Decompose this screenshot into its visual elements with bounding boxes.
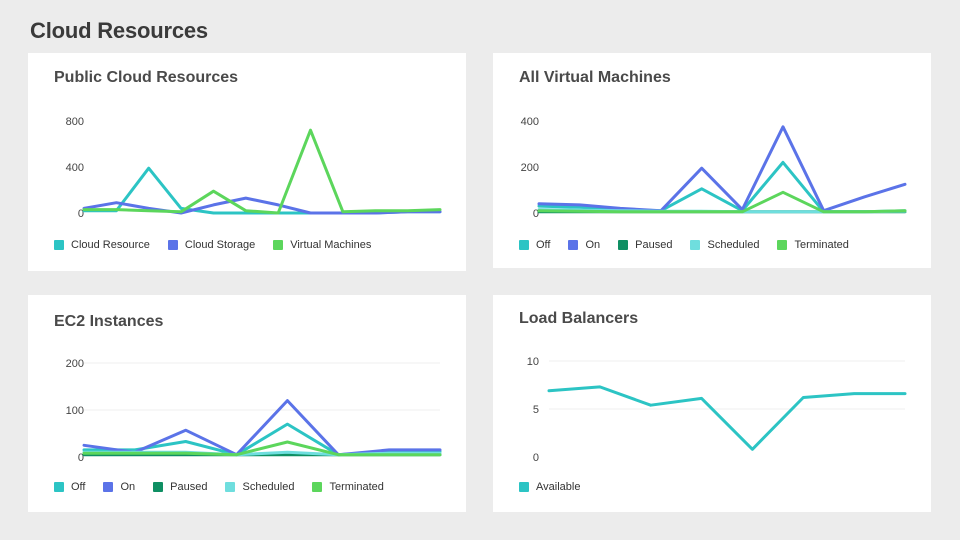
legend-swatch [153, 482, 164, 492]
legend-label: Paused [635, 239, 673, 251]
legend-item-terminated[interactable]: Terminated [777, 239, 849, 251]
legend-swatch [225, 482, 236, 492]
y-tick-label: 200 [521, 162, 539, 174]
legend-item-on[interactable]: On [103, 481, 135, 493]
legend-label: Terminated [794, 239, 849, 251]
y-tick-label: 0 [533, 452, 539, 464]
chart-legend: Cloud Resource Cloud Storage Virtual Machi… [54, 239, 389, 251]
legend-swatch [568, 240, 579, 250]
y-tick-label: 400 [66, 162, 84, 174]
chart-legend: Off On Paused Scheduled Terminated [54, 481, 402, 493]
card-title: All Virtual Machines [519, 69, 671, 86]
legend-label: On [120, 481, 136, 493]
legend-swatch [167, 240, 178, 250]
y-tick-label: 10 [527, 356, 539, 368]
legend-item-off[interactable]: Off [519, 239, 550, 251]
legend-label: Available [536, 481, 581, 493]
y-tick-label: 5 [533, 404, 539, 416]
legend-swatch [519, 482, 529, 492]
y-tick-label: 100 [66, 405, 84, 417]
legend-item-terminated[interactable]: Terminated [312, 481, 384, 493]
legend-swatch [273, 240, 284, 250]
line-chart: 0 5 10 [527, 356, 907, 464]
y-tick-label: 200 [66, 358, 84, 370]
public-cloud-resources-card: Public Cloud Resources 0 400 800 Cloud Res… [28, 53, 466, 271]
chart-legend: Available [519, 481, 598, 493]
series-line-on[interactable] [537, 125, 907, 213]
legend-item-scheduled[interactable]: Scheduled [690, 239, 759, 251]
chart-legend: Off On Paused Scheduled Terminated [519, 239, 867, 251]
legend-swatch [690, 240, 701, 250]
legend-item-cloud-resource[interactable]: Cloud Resource [54, 239, 150, 251]
legend-label: Terminated [329, 481, 384, 493]
card-title: Public Cloud Resources [54, 69, 239, 86]
line-chart: 0 400 800 [66, 116, 442, 220]
legend-item-paused[interactable]: Paused [618, 239, 672, 251]
legend-item-cloud-storage[interactable]: Cloud Storage [167, 239, 256, 251]
legend-label: Off [536, 239, 551, 251]
card-title: EC2 Instances [54, 313, 164, 330]
all-virtual-machines-card: All Virtual Machines 0 200 400 Off On Paused… [493, 53, 931, 268]
legend-item-scheduled[interactable]: Scheduled [225, 481, 294, 493]
legend-label: Cloud Resource [71, 239, 150, 251]
legend-swatch [103, 482, 114, 492]
legend-label: Cloud Storage [184, 239, 256, 251]
series-line-virtual-machines[interactable] [82, 128, 442, 215]
y-tick-label: 400 [521, 116, 539, 128]
page-title: Cloud Resources [30, 18, 208, 43]
series-line-terminated[interactable] [537, 190, 907, 214]
legend-swatch [618, 240, 629, 250]
legend-item-off[interactable]: Off [54, 481, 85, 493]
ec2-instances-card: EC2 Instances 0 100 200 Off On Paused Schedul… [28, 295, 466, 512]
legend-label: On [585, 239, 601, 251]
y-tick-label: 0 [533, 208, 539, 220]
legend-item-available[interactable]: Available [519, 481, 580, 493]
legend-swatch [312, 482, 323, 492]
series-line-available[interactable] [547, 385, 907, 451]
legend-swatch [54, 240, 64, 250]
legend-label: Paused [170, 481, 208, 493]
legend-swatch [519, 240, 529, 250]
series-line-on[interactable] [82, 399, 442, 457]
legend-label: Scheduled [242, 481, 295, 493]
line-chart: 0 200 400 [521, 116, 907, 220]
legend-label: Off [71, 481, 86, 493]
card-title: Load Balancers [519, 310, 639, 327]
legend-label: Virtual Machines [290, 239, 372, 251]
legend-item-virtual-machines[interactable]: Virtual Machines [273, 239, 371, 251]
load-balancers-card: Load Balancers 0 5 10 Available [493, 295, 931, 512]
legend-swatch [54, 482, 64, 492]
series-line-terminated[interactable] [82, 440, 442, 457]
series-line-cloud-storage[interactable] [82, 196, 442, 215]
legend-label: Scheduled [707, 239, 760, 251]
line-chart: 0 100 200 [66, 358, 442, 464]
legend-item-paused[interactable]: Paused [153, 481, 207, 493]
y-tick-label: 800 [66, 116, 84, 128]
y-tick-label: 0 [78, 208, 84, 220]
y-tick-label: 0 [78, 452, 84, 464]
legend-item-on[interactable]: On [568, 239, 600, 251]
legend-swatch [777, 240, 788, 250]
